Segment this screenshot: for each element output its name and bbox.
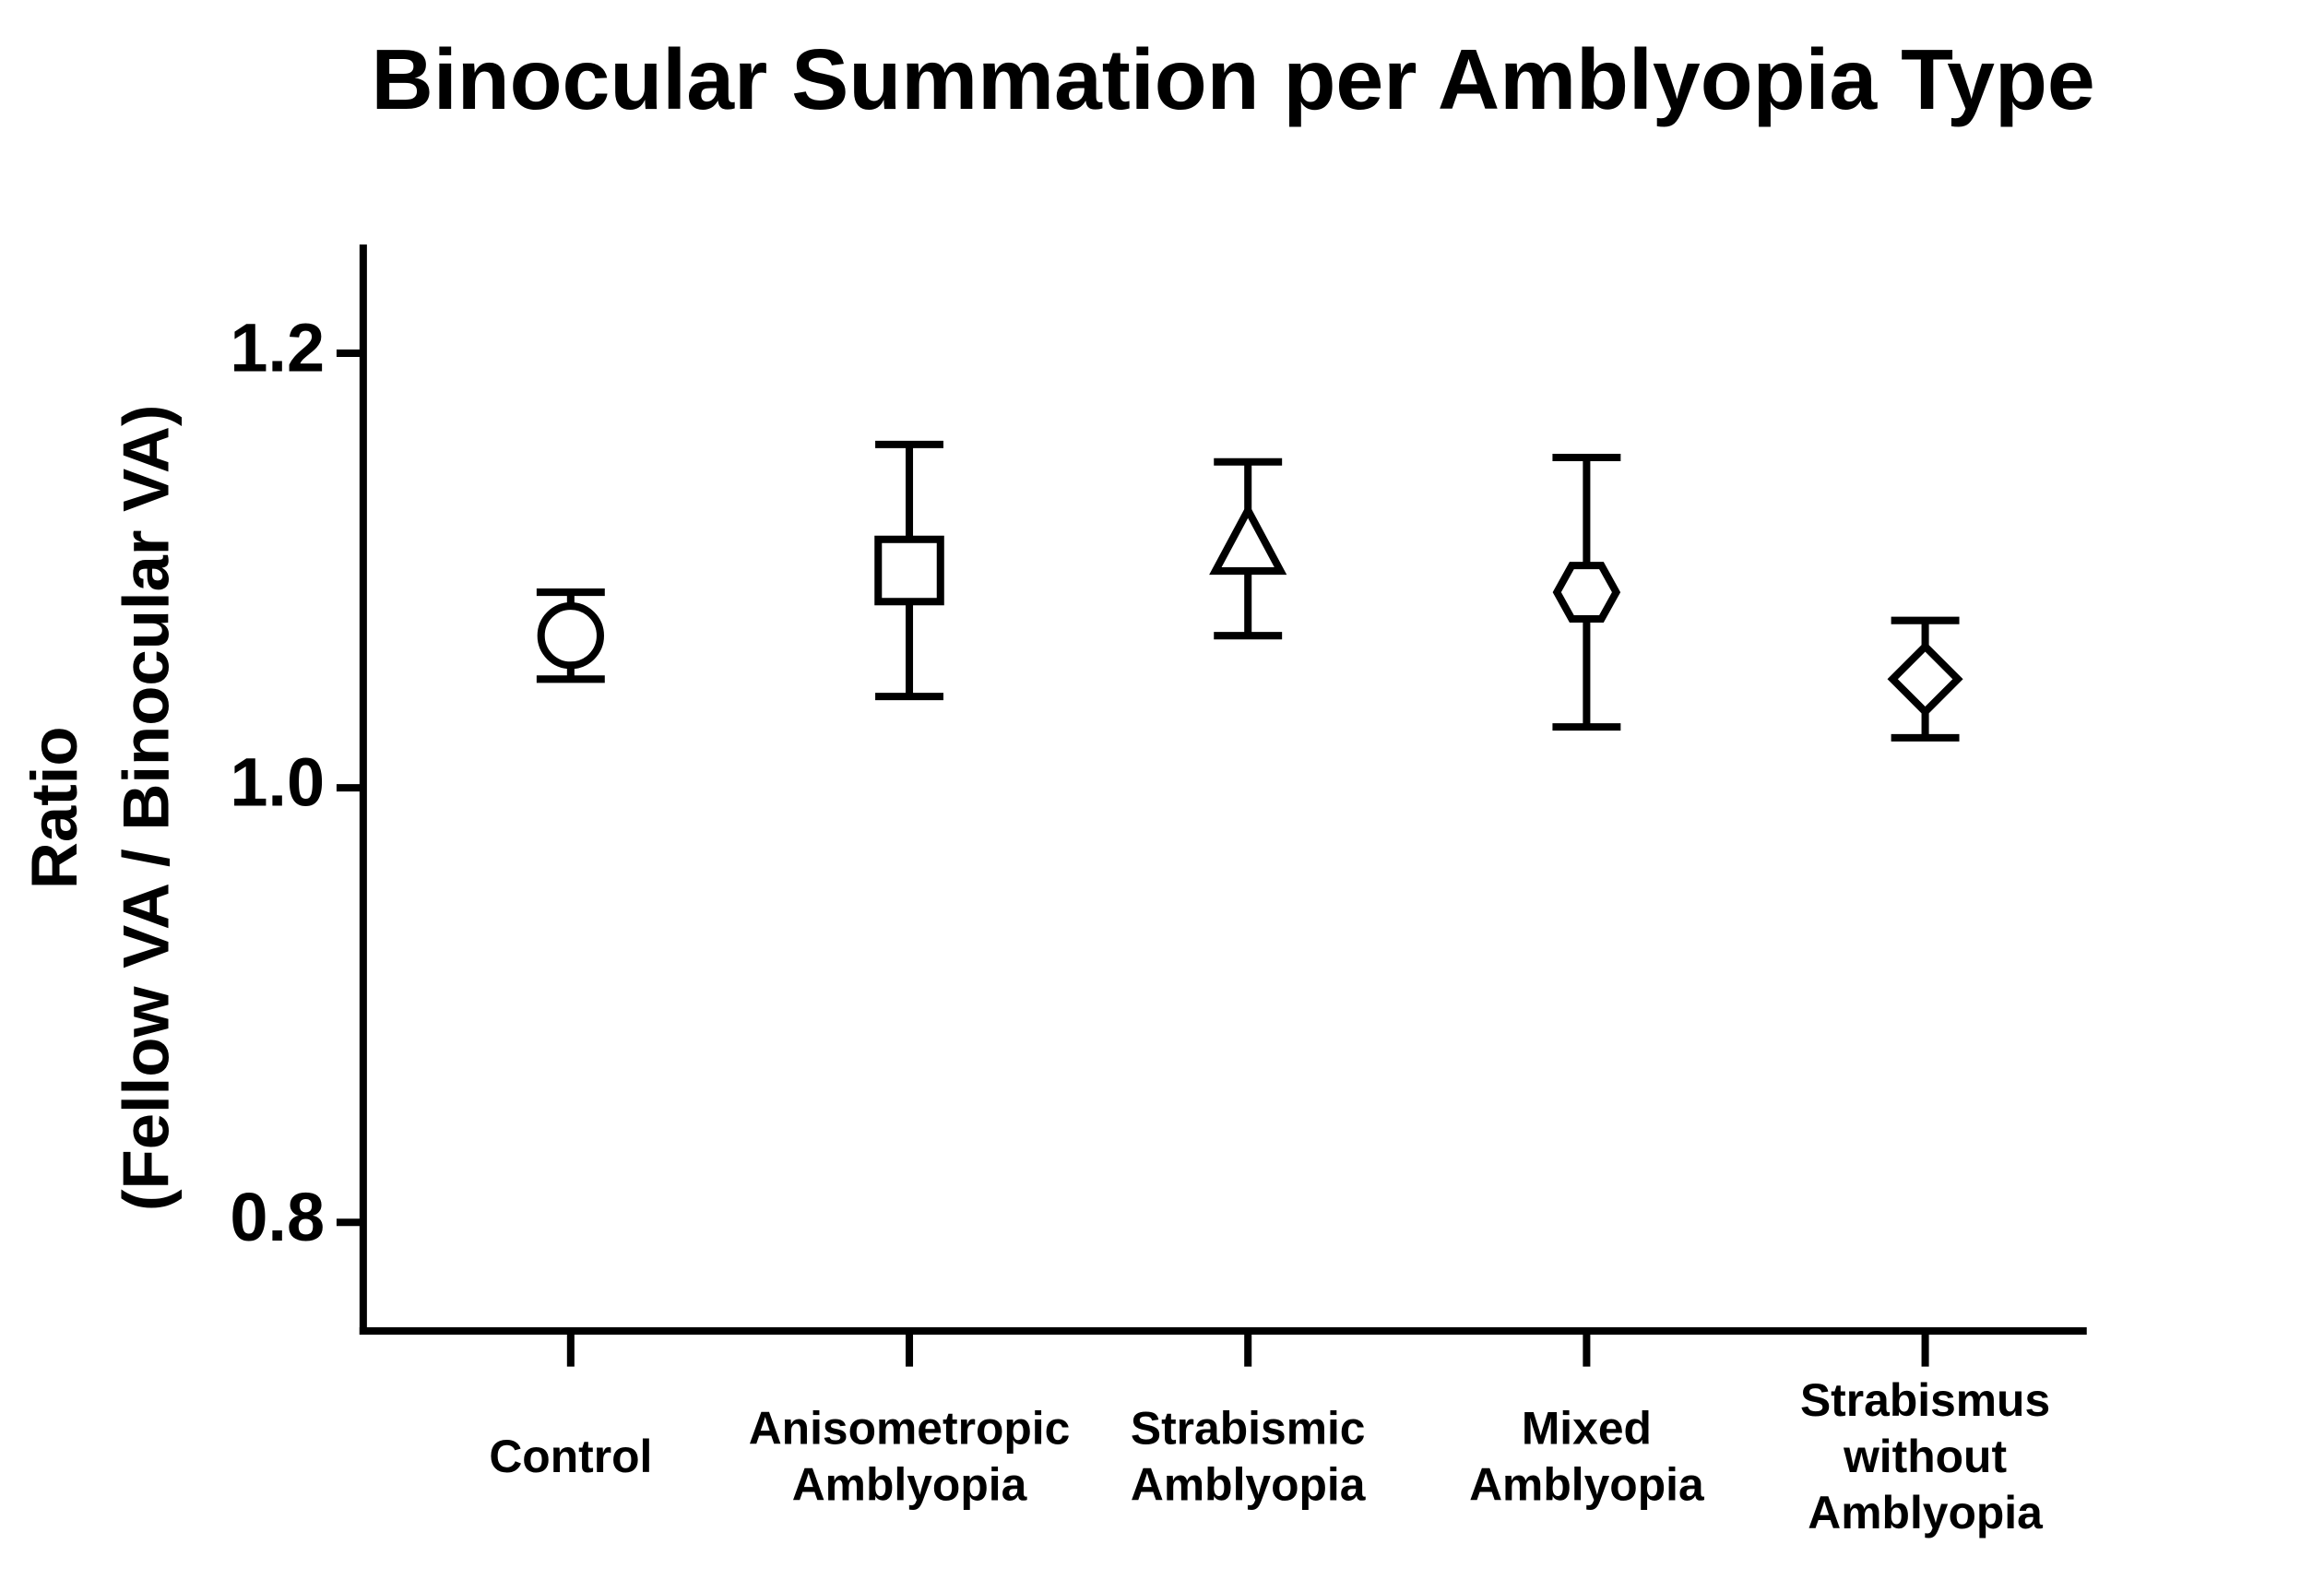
x-tick-label: Amblyopia [1469, 1459, 1705, 1511]
x-tick-label: Amblyopia [792, 1459, 1028, 1511]
x-tick-label: Control [489, 1431, 652, 1482]
y-axis-title-line: (Fellow VA / Binocular VA) [110, 405, 183, 1211]
marker [537, 602, 604, 670]
marker [874, 535, 944, 606]
marker [1209, 502, 1287, 576]
x-tick-label: Strabismus [1800, 1374, 2050, 1426]
y-tick-label: 0.8 [230, 1179, 325, 1255]
marker [1887, 641, 1963, 718]
marker [1552, 562, 1621, 624]
x-tick-label: Amblyopia [1808, 1487, 2044, 1538]
x-tick-label: without [1843, 1431, 2007, 1482]
y-tick-label: 1.2 [230, 309, 325, 386]
y-axis-title: Ratio (Fellow VA / Binocular VA) [18, 405, 183, 1211]
x-tick-label: Anisometropic [749, 1402, 1071, 1454]
x-tick-label: Strabismic [1131, 1402, 1366, 1454]
chart-title: Binocular Summation per Amblyopia Type [372, 31, 2095, 127]
x-tick-label: Mixed [1522, 1402, 1652, 1454]
y-axis-title-line: Ratio [18, 726, 90, 889]
x-tick-label: Amblyopia [1131, 1459, 1367, 1511]
y-tick-label: 1.0 [230, 744, 325, 821]
